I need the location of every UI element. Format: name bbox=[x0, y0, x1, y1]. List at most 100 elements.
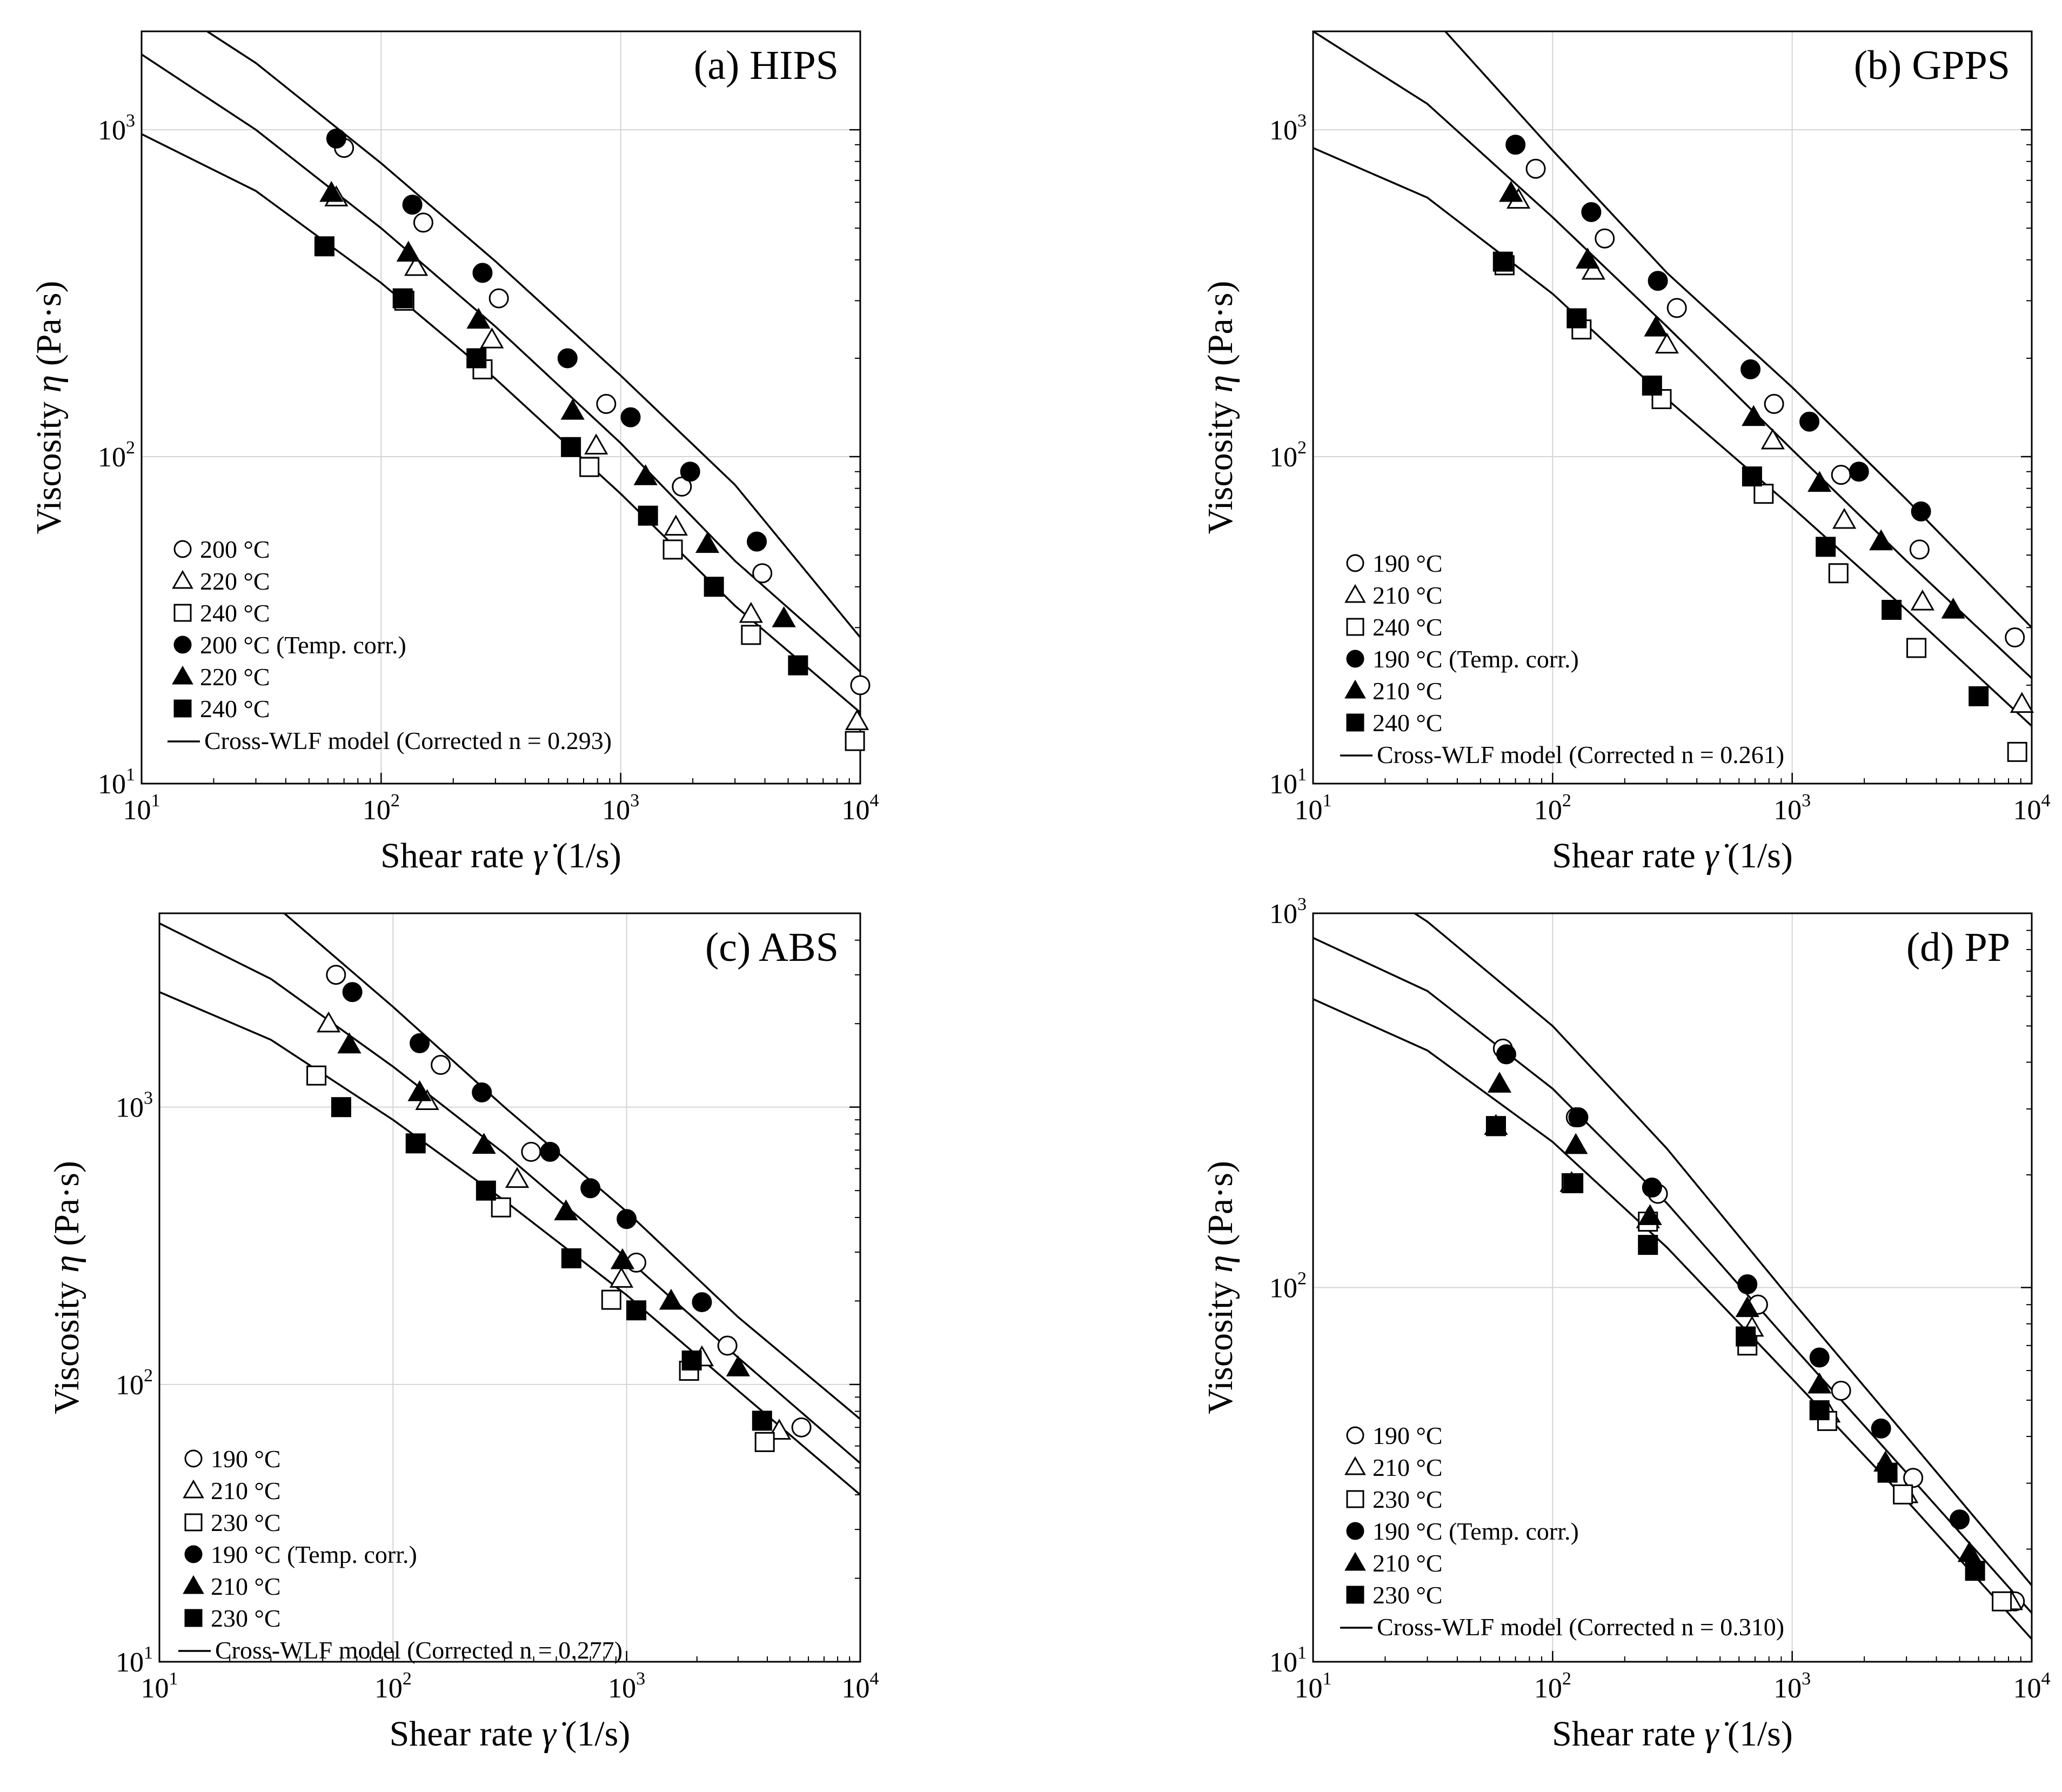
legend-label: 210 °C bbox=[1373, 1549, 1443, 1577]
data-point bbox=[402, 195, 423, 215]
data-point bbox=[561, 437, 581, 457]
data-point bbox=[1950, 1509, 1970, 1530]
y-tick-label: 102 bbox=[1269, 1269, 1307, 1304]
data-point bbox=[1877, 1462, 1898, 1483]
data-point bbox=[659, 1288, 684, 1310]
legend-label: 220 °C bbox=[200, 567, 270, 595]
data-point bbox=[672, 476, 692, 497]
data-point bbox=[2005, 627, 2025, 647]
legend-label: 210 °C bbox=[1373, 1454, 1443, 1481]
data-point bbox=[472, 1133, 496, 1154]
y-axis-label: Viscosity η (Pa·s) bbox=[1201, 1161, 1240, 1414]
data-point bbox=[306, 1065, 327, 1086]
data-point bbox=[617, 1209, 637, 1229]
data-point bbox=[1505, 135, 1526, 155]
model-curve bbox=[1444, 31, 2032, 628]
legend-label: 240 °C bbox=[1373, 613, 1443, 641]
data-point bbox=[633, 464, 658, 485]
data-point bbox=[1487, 1072, 1512, 1093]
legend-marker bbox=[173, 540, 192, 558]
plot-frame bbox=[158, 912, 861, 1663]
data-point bbox=[596, 393, 617, 414]
x-axis-label: Shear rate γ̇ (1/s) bbox=[1552, 836, 1793, 875]
data-point bbox=[488, 288, 509, 309]
x-tick-label: 103 bbox=[608, 1669, 645, 1704]
data-point bbox=[662, 539, 683, 560]
data-point bbox=[1655, 332, 1679, 354]
model-curve bbox=[283, 913, 860, 1420]
legend-label: 240 °C bbox=[1373, 709, 1443, 737]
data-point bbox=[337, 1032, 361, 1054]
y-tick-label: 103 bbox=[1269, 894, 1307, 930]
x-tick-label: 101 bbox=[1295, 1669, 1332, 1704]
data-point bbox=[1735, 1296, 1759, 1318]
panel-title: (b) GPPS bbox=[1854, 43, 2010, 88]
data-point bbox=[1906, 638, 1927, 658]
data-point bbox=[1638, 1204, 1662, 1225]
legend-marker bbox=[173, 699, 192, 718]
legend-label: 200 °C (Temp. corr.) bbox=[200, 631, 406, 659]
series-triangle-filled bbox=[337, 1032, 751, 1376]
legend-label: 230 °C bbox=[211, 1509, 281, 1536]
legend: 200 °C 220 °C 240 °C 200 °C (Temp. corr.) 22… bbox=[168, 536, 612, 754]
data-point bbox=[1807, 471, 1832, 492]
data-point bbox=[1568, 1107, 1589, 1128]
series-circle-filled bbox=[1496, 1044, 1970, 1530]
legend: 190 °C 210 °C 240 °C 190 °C (Temp. corr.) 21… bbox=[1340, 550, 1784, 768]
y-tick-label: 103 bbox=[98, 111, 135, 146]
series-square-open bbox=[306, 1065, 775, 1452]
data-point bbox=[1575, 248, 1600, 269]
legend-label: Cross-WLF model (Corrected n = 0.293) bbox=[204, 727, 612, 754]
data-point bbox=[1492, 251, 1513, 272]
data-point bbox=[791, 1417, 812, 1437]
legend-marker bbox=[1346, 650, 1364, 668]
data-point bbox=[1831, 465, 1851, 485]
data-point bbox=[1992, 1591, 2012, 1612]
data-point bbox=[752, 563, 773, 584]
data-point bbox=[845, 731, 865, 751]
data-point bbox=[680, 462, 700, 482]
legend-marker bbox=[1344, 1456, 1366, 1475]
legend-label: 190 °C bbox=[211, 1445, 281, 1473]
legend-marker bbox=[1346, 1490, 1364, 1508]
data-point bbox=[1648, 271, 1668, 291]
x-tick-label: 102 bbox=[363, 791, 400, 826]
legend-marker bbox=[183, 1479, 204, 1499]
data-point bbox=[392, 288, 413, 309]
data-point bbox=[1737, 1274, 1758, 1295]
plot-frame bbox=[1312, 912, 2033, 1663]
data-point bbox=[2007, 741, 2027, 762]
x-tick-label: 101 bbox=[123, 791, 160, 826]
legend-label: 230 °C bbox=[211, 1604, 281, 1632]
data-point bbox=[1969, 686, 1989, 706]
y-tick-label: 103 bbox=[116, 1088, 153, 1124]
data-point bbox=[521, 1141, 541, 1162]
data-point bbox=[491, 1197, 511, 1218]
data-point bbox=[1832, 507, 1857, 529]
data-point bbox=[1799, 411, 1820, 432]
data-point bbox=[1740, 359, 1761, 379]
data-point bbox=[2010, 692, 2034, 713]
y-axis-label: Viscosity η (Pa·s) bbox=[47, 1161, 86, 1414]
legend-label: 190 °C bbox=[1373, 550, 1443, 577]
data-point bbox=[1525, 158, 1546, 179]
data-point bbox=[580, 1178, 601, 1199]
data-point bbox=[1566, 308, 1587, 329]
series-triangle-filled bbox=[1499, 180, 1965, 619]
series-square-filled bbox=[314, 236, 808, 676]
data-point bbox=[557, 348, 578, 369]
data-point bbox=[1666, 298, 1687, 318]
data-point bbox=[314, 236, 334, 257]
legend-marker bbox=[184, 1609, 203, 1627]
data-point bbox=[692, 1292, 712, 1313]
data-point bbox=[850, 675, 871, 696]
x-tick-label: 101 bbox=[1295, 791, 1332, 826]
data-point bbox=[579, 457, 600, 477]
data-point bbox=[1496, 1044, 1516, 1065]
y-axis-label: Viscosity η (Pa·s) bbox=[1201, 281, 1240, 534]
data-point bbox=[681, 1350, 702, 1371]
data-point bbox=[1595, 228, 1615, 249]
data-point bbox=[1581, 202, 1602, 222]
model-curve bbox=[1313, 31, 2032, 679]
